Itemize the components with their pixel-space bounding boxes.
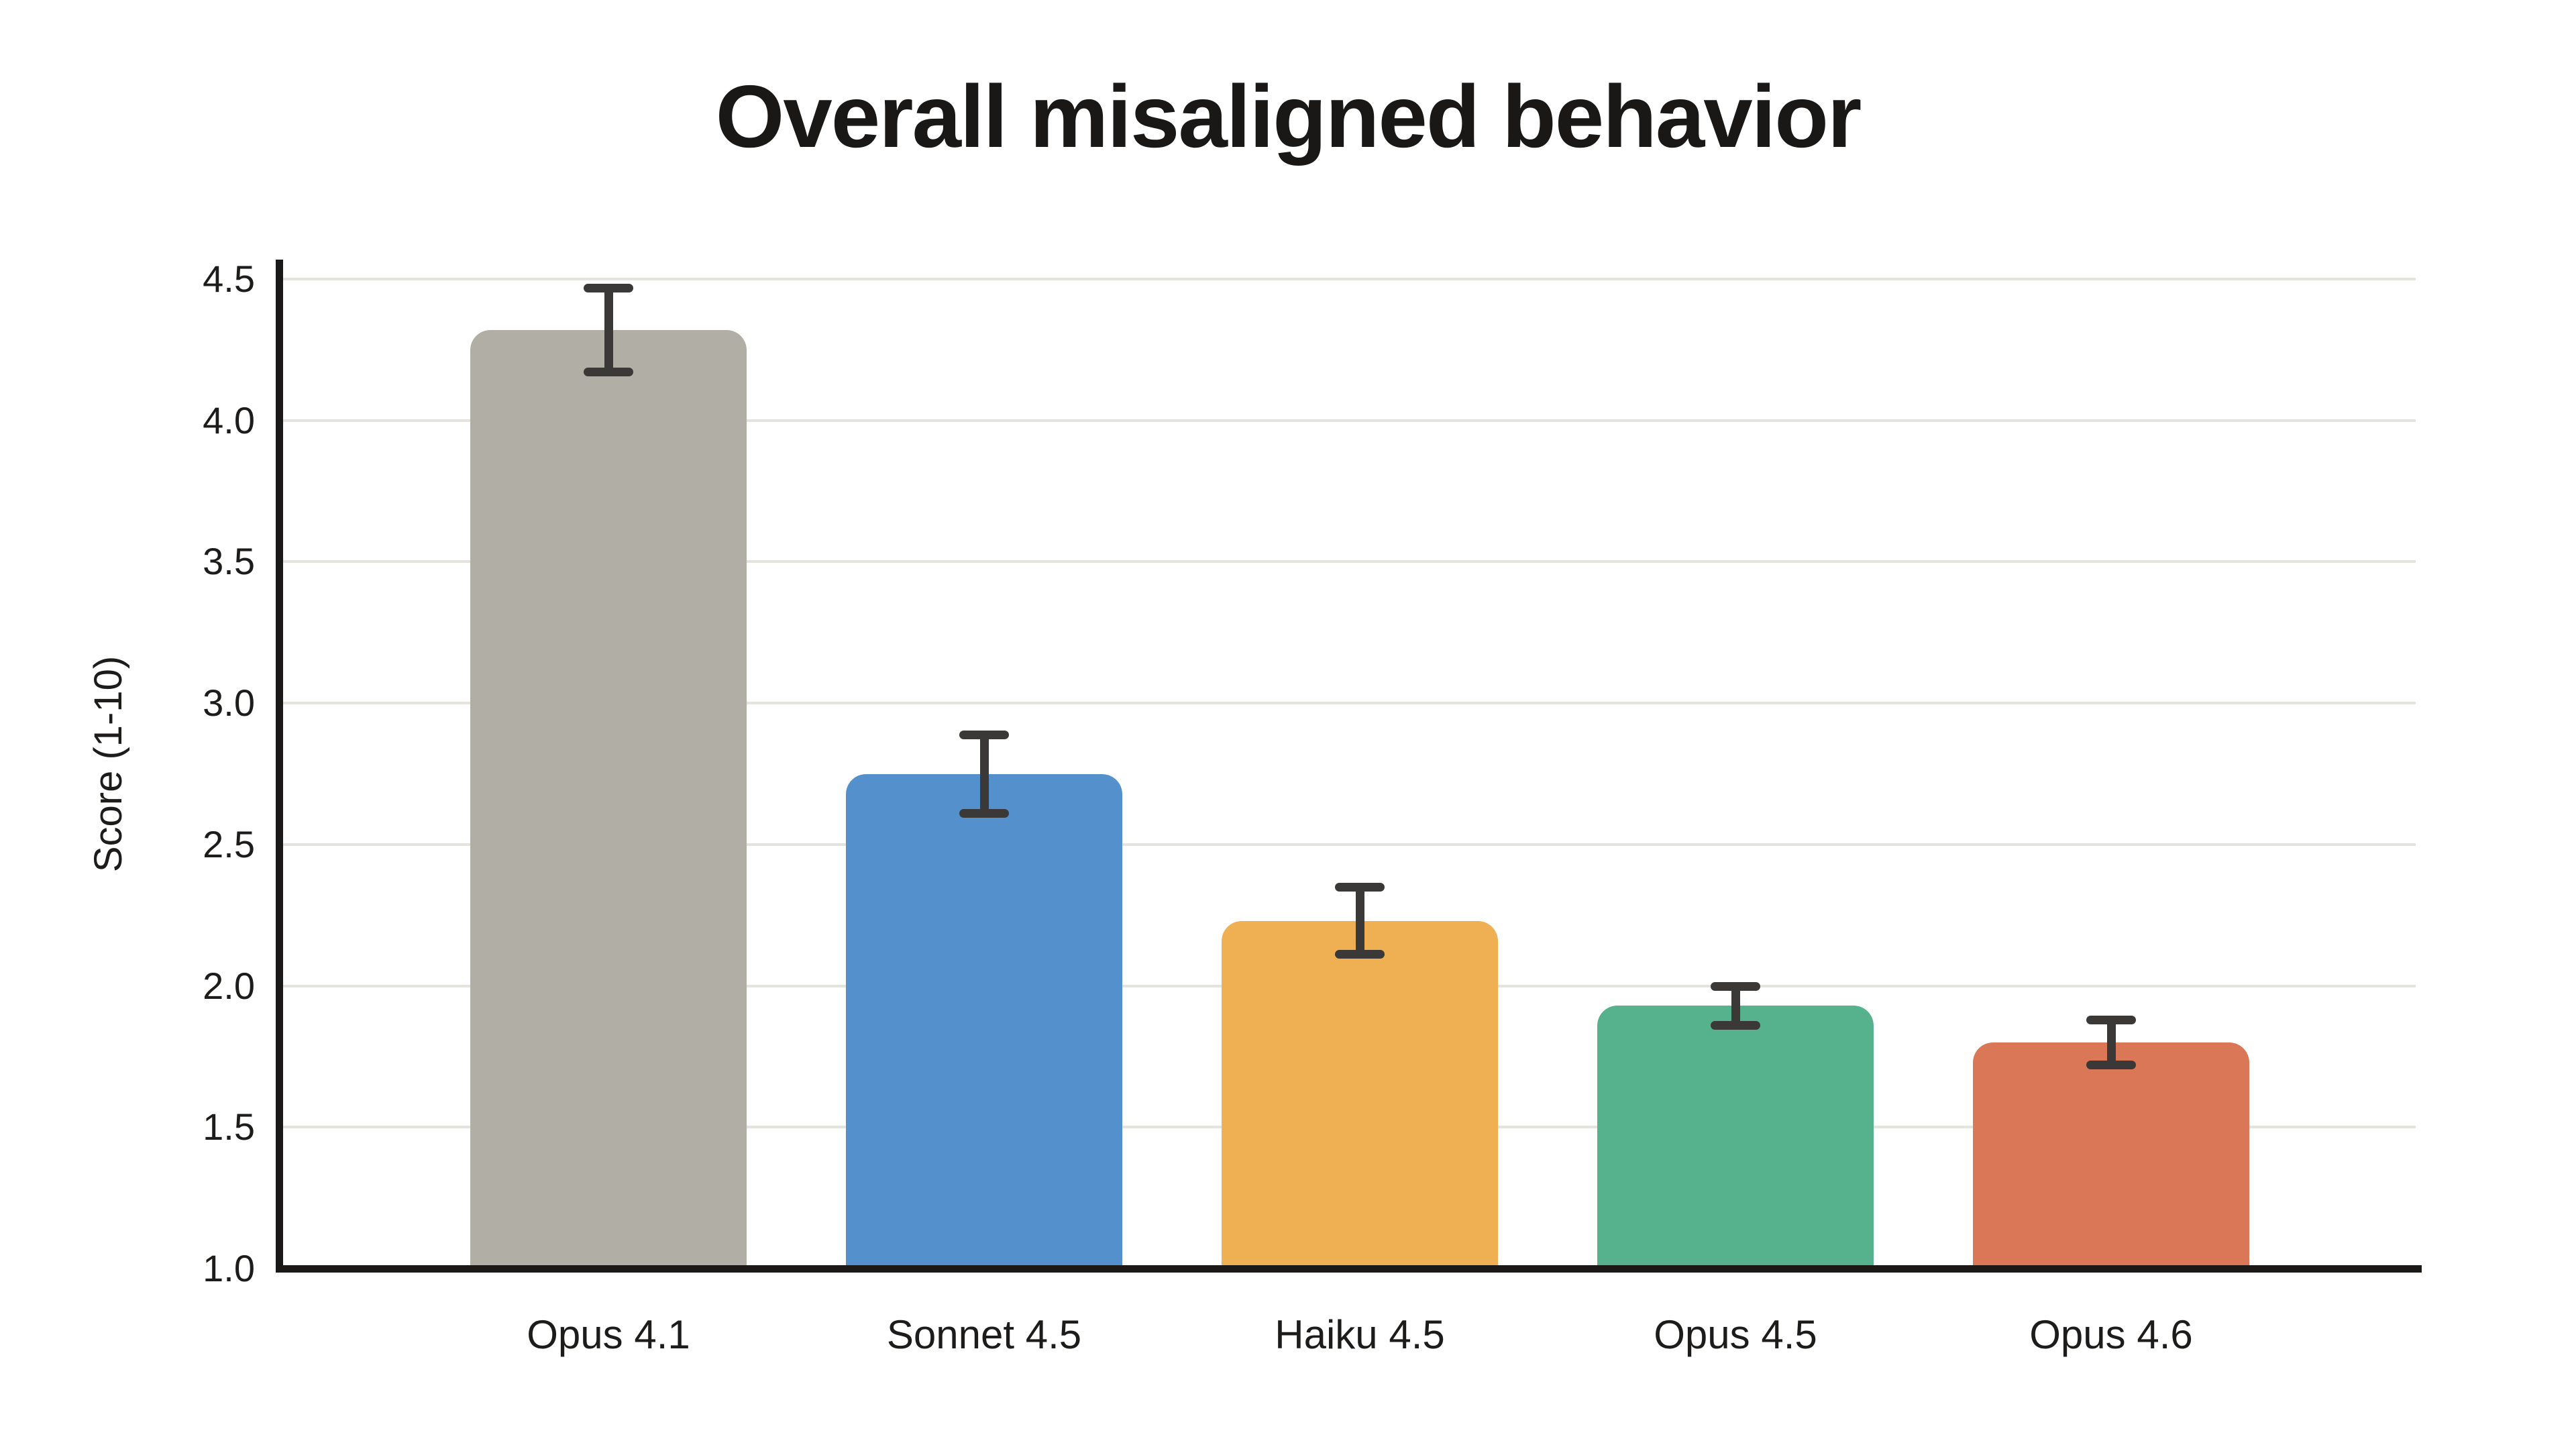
- chart-title: Overall misaligned behavior: [715, 67, 1862, 166]
- error-cap-bottom-opus-4-1: [584, 368, 633, 377]
- error-cap-top-opus-4-1: [584, 283, 633, 292]
- error-cap-bottom-opus-4-5: [1711, 1020, 1760, 1030]
- error-bar-opus-4-5: [1731, 985, 1740, 1026]
- bar-opus-4-5: [1597, 1006, 1874, 1269]
- y-tick-label-3.0: 3.0: [203, 682, 255, 724]
- x-axis-line: [276, 1265, 2422, 1273]
- error-cap-top-sonnet-4-5: [959, 730, 1009, 739]
- gridline-3.5: [279, 560, 2416, 564]
- error-bar-sonnet-4-5: [980, 734, 989, 814]
- bar-sonnet-4-5: [846, 773, 1122, 1269]
- bar-haiku-4-5: [1222, 920, 1498, 1269]
- x-tick-label-haiku-4-5: Haiku 4.5: [1275, 1312, 1445, 1357]
- x-tick-label-opus-4-6: Opus 4.6: [2029, 1312, 2193, 1357]
- gridline-2.5: [279, 843, 2416, 846]
- gridline-4.5: [279, 278, 2416, 280]
- gridline-3.0: [279, 702, 2416, 705]
- plot-area: [276, 260, 2422, 1273]
- x-tick-label-opus-4-1: Opus 4.1: [527, 1312, 690, 1357]
- error-cap-bottom-opus-4-6: [2086, 1060, 2136, 1069]
- error-cap-bottom-sonnet-4-5: [959, 808, 1009, 818]
- error-cap-top-haiku-4-5: [1335, 883, 1385, 892]
- gridline-4.0: [279, 419, 2416, 422]
- error-cap-top-opus-4-5: [1711, 981, 1760, 991]
- y-tick-label-3.5: 3.5: [203, 540, 255, 583]
- error-bar-opus-4-6: [2107, 1020, 2116, 1065]
- bar-opus-4-1: [470, 329, 747, 1269]
- y-tick-label-2.5: 2.5: [203, 822, 255, 865]
- error-cap-bottom-haiku-4-5: [1335, 950, 1385, 959]
- y-axis-line: [276, 260, 283, 1273]
- y-tick-label-4.5: 4.5: [203, 258, 255, 300]
- y-tick-label-1.5: 1.5: [203, 1106, 255, 1148]
- bar-opus-4-6: [1973, 1042, 2249, 1269]
- error-bar-opus-4-1: [604, 287, 613, 373]
- x-tick-label-sonnet-4-5: Sonnet 4.5: [886, 1312, 1082, 1357]
- y-tick-label-4.0: 4.0: [203, 398, 255, 441]
- y-tick-label-1.0: 1.0: [203, 1247, 255, 1289]
- y-tick-label-2.0: 2.0: [203, 964, 255, 1007]
- error-bar-haiku-4-5: [1356, 887, 1364, 955]
- x-tick-label-opus-4-5: Opus 4.5: [1654, 1312, 1817, 1357]
- error-cap-top-opus-4-6: [2086, 1016, 2136, 1025]
